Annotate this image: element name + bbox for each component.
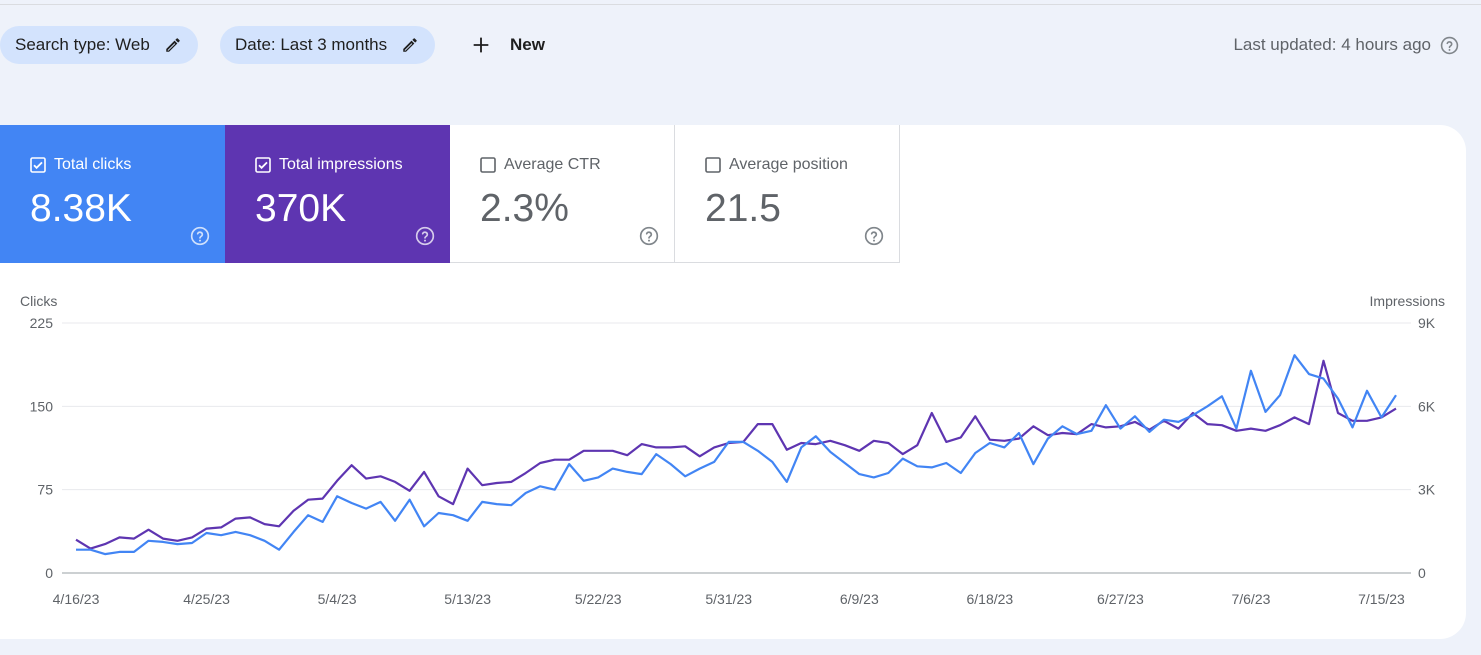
- x-tick-label: 6/9/23: [840, 591, 879, 607]
- metric-value: 370K: [255, 187, 347, 230]
- x-tick-label: 5/4/23: [318, 591, 357, 607]
- x-tick-label: 4/25/23: [183, 591, 230, 607]
- help-circle-icon[interactable]: [639, 226, 659, 246]
- help-circle-icon[interactable]: [415, 226, 435, 246]
- metric-value: 21.5: [705, 187, 781, 230]
- x-tick-label: 5/13/23: [444, 591, 491, 607]
- x-tick-label: 5/31/23: [705, 591, 752, 607]
- metric-value: 8.38K: [30, 187, 132, 230]
- date-filter-label: Date: Last 3 months: [235, 35, 388, 54]
- metric-average-ctr[interactable]: Average CTR 2.3%: [450, 125, 675, 263]
- last-updated-text: Last updated: 4 hours ago: [1233, 35, 1431, 54]
- x-tick-label: 6/27/23: [1097, 591, 1144, 607]
- metric-total-clicks[interactable]: Total clicks 8.38K: [0, 125, 225, 263]
- x-tick-label: 6/18/23: [966, 591, 1013, 607]
- y-left-tick-label: 75: [37, 482, 53, 498]
- help-circle-icon[interactable]: [1440, 36, 1459, 55]
- series-line-impressions: [75, 359, 1397, 550]
- y-left-tick-label: 0: [45, 565, 53, 581]
- checkbox-unchecked-icon[interactable]: [480, 157, 496, 173]
- metric-label: Total clicks: [54, 156, 132, 173]
- new-filter-label: New: [510, 35, 545, 54]
- y-right-tick-label: 9K: [1418, 315, 1436, 331]
- checkbox-unchecked-icon[interactable]: [705, 157, 721, 173]
- date-filter-chip[interactable]: Date: Last 3 months: [220, 26, 436, 64]
- y-right-tick-label: 6K: [1418, 398, 1436, 414]
- metric-label: Total impressions: [279, 156, 403, 173]
- edit-pencil-icon: [401, 36, 419, 54]
- edit-pencil-icon: [164, 36, 182, 54]
- y-left-tick-label: 225: [30, 315, 54, 331]
- metric-total-impressions[interactable]: Total impressions 370K: [225, 125, 450, 263]
- checkbox-checked-icon[interactable]: [30, 157, 46, 173]
- y-left-axis-label: Clicks: [20, 293, 57, 309]
- y-right-tick-label: 0: [1418, 565, 1426, 581]
- y-right-tick-label: 3K: [1418, 482, 1436, 498]
- metric-average-position[interactable]: Average position 21.5: [675, 125, 900, 263]
- search-type-filter-chip[interactable]: Search type: Web: [0, 26, 198, 64]
- search-type-label: Search type: Web: [15, 35, 150, 54]
- x-tick-label: 7/6/23: [1231, 591, 1270, 607]
- series-line-clicks: [76, 354, 1397, 556]
- top-divider: [0, 4, 1481, 5]
- x-tick-label: 5/22/23: [575, 591, 622, 607]
- x-tick-label: 7/15/23: [1358, 591, 1405, 607]
- y-right-axis-label: Impressions: [1370, 293, 1445, 309]
- checkbox-checked-icon[interactable]: [255, 157, 271, 173]
- plus-icon: [470, 34, 492, 56]
- help-circle-icon[interactable]: [864, 226, 884, 246]
- new-filter-button[interactable]: New: [470, 26, 545, 64]
- x-tick-label: 4/16/23: [53, 591, 100, 607]
- help-circle-icon[interactable]: [190, 226, 210, 246]
- y-left-tick-label: 150: [30, 398, 54, 414]
- metric-label: Average CTR: [504, 156, 601, 173]
- metric-label: Average position: [729, 156, 848, 173]
- metric-value: 2.3%: [480, 187, 569, 230]
